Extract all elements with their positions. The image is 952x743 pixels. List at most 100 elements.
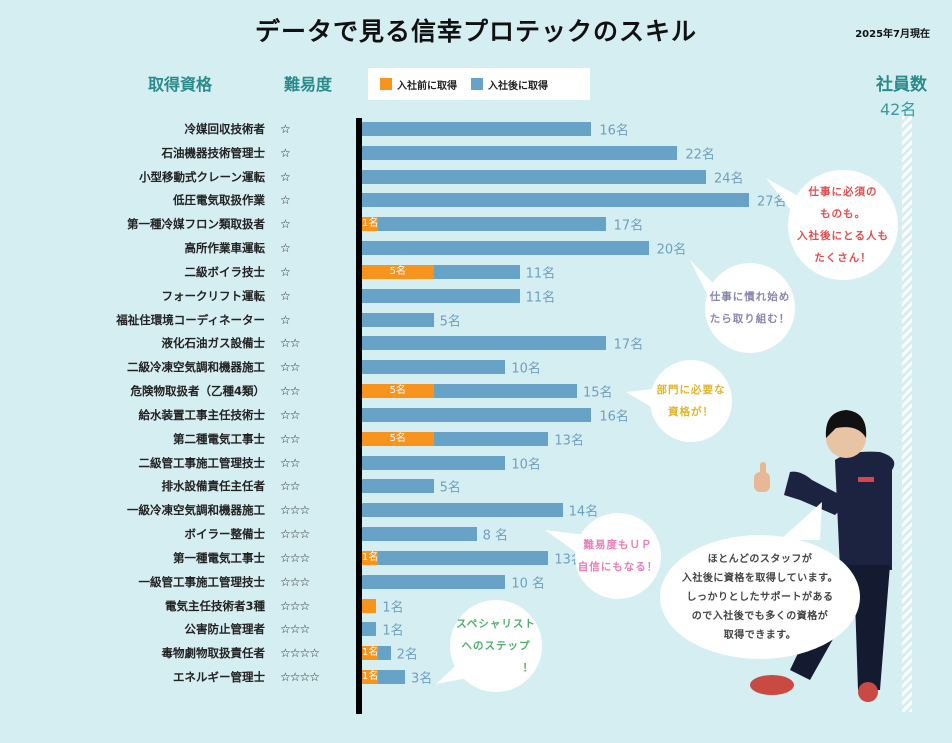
- chart-axis: [356, 118, 362, 714]
- bar-before: 1名: [362, 670, 379, 684]
- qualification-name: 冷媒回収技術者: [184, 122, 266, 136]
- bubble-purple: 仕事に慣れ始め たら取り組む！: [705, 263, 795, 353]
- bubble-line: ほとんどのスタッフが: [707, 553, 813, 565]
- value-label: 5名: [439, 480, 461, 496]
- page-title: データで見る信幸プロテックのスキル: [254, 17, 697, 46]
- qualification-name: 小型移動式クレーン運転: [139, 170, 265, 184]
- value-label: 1名: [382, 623, 404, 639]
- legend-swatch-after: [471, 78, 483, 90]
- bubble-line: 部門に必要な: [656, 384, 726, 396]
- qualification-name: 第二種電気工事士: [173, 432, 265, 446]
- qualification-name: 福祉住環境コーディネーター: [116, 313, 265, 327]
- bar-before: 5名: [362, 384, 434, 398]
- qualification-name: 第一種電気工事士: [173, 551, 265, 565]
- qualification-name: 低圧電気取扱作業: [173, 193, 265, 207]
- value-label: 15名: [583, 385, 613, 401]
- bubble-line: ので入社後でも多くの資格が: [691, 610, 829, 622]
- qualification-name: 電気主任技術者3種: [164, 599, 265, 613]
- bar-after: [362, 479, 434, 493]
- value-label: 1名: [382, 600, 404, 616]
- bar-after: [362, 289, 520, 303]
- qualification-name: フォークリフト運転: [161, 289, 266, 303]
- qualification-name: 毒物劇物取扱責任者: [161, 646, 266, 660]
- difficulty-stars: ☆☆: [280, 456, 300, 470]
- bar-before: 1名: [362, 551, 379, 565]
- qualification-name: ボイラー整備士: [184, 527, 266, 541]
- bubble-green: スペシャリスト へのステップ ！: [450, 600, 542, 692]
- bubble-line: しっかりとしたサポートがある: [686, 591, 834, 603]
- staff-photo: [750, 410, 895, 702]
- bar-after: [362, 122, 592, 136]
- bar-after: [362, 193, 749, 207]
- bar-after: [362, 360, 506, 374]
- bar-after: [362, 408, 592, 422]
- bar-after: [362, 336, 606, 350]
- value-label: 14名: [568, 504, 599, 520]
- difficulty-stars: ☆☆: [280, 432, 300, 446]
- bubble-line: 難易度もＵＰ: [583, 539, 653, 551]
- difficulty-stars: ☆☆☆: [280, 503, 310, 517]
- bubble-line: たくさん！: [814, 252, 872, 264]
- bubble-line: 仕事に必須の: [808, 186, 878, 198]
- bubble-main: ほとんどのスタッフが 入社後に資格を取得しています。 しっかりとしたサポートがあるの…: [660, 535, 860, 659]
- value-label: 10名: [511, 457, 541, 473]
- qualification-name: 二級ボイラ技士: [184, 265, 266, 279]
- value-label: 3名: [411, 671, 433, 687]
- bar-after: [362, 456, 506, 470]
- bar-after: [362, 313, 434, 327]
- qualification-name: 液化石油ガス設備士: [161, 336, 266, 350]
- staff-count-label: 社員数: [876, 75, 927, 95]
- bar-after: [362, 575, 506, 589]
- value-label: 11名: [525, 266, 556, 282]
- bar-after: [362, 622, 377, 636]
- difficulty-stars: ☆☆☆: [280, 527, 310, 541]
- difficulty-stars: ☆: [280, 170, 291, 184]
- qualification-name: 高所作業車運転: [184, 241, 266, 255]
- bar-after: [362, 170, 706, 184]
- as-of-date: 2025年7月現在: [855, 29, 930, 40]
- qualification-name: 一級冷凍空気調和機器施工: [127, 503, 265, 517]
- bubble-line: ！: [522, 662, 534, 674]
- difficulty-stars: ☆☆: [280, 336, 300, 350]
- difficulty-stars: ☆☆: [280, 384, 300, 398]
- difficulty-stars: ☆☆☆☆: [280, 646, 320, 660]
- bar-after: [362, 503, 563, 517]
- legend-label-before: 入社前に取得: [397, 80, 457, 92]
- qualification-name: 二級冷凍空気調和機器施工: [127, 360, 265, 374]
- bubble-line: 入社後にとる人も: [797, 230, 889, 242]
- bubble-line: 取得できます。: [723, 629, 797, 641]
- staff-total-stripe: [902, 116, 912, 712]
- value-label: 24名: [714, 171, 744, 187]
- legend-label-after: 入社後に取得: [488, 80, 548, 92]
- qualification-name: 給水装置工事主任技術士: [138, 408, 266, 422]
- bar-before: [362, 599, 377, 613]
- difficulty-stars: ☆☆☆: [280, 551, 310, 565]
- difficulty-stars: ☆: [280, 289, 291, 303]
- bubble-line: 自信にもなる！: [577, 561, 659, 573]
- difficulty-stars: ☆: [280, 265, 291, 279]
- bar-after: [362, 146, 678, 160]
- value-label: 8 名: [482, 528, 509, 544]
- legend: 入社前に取得 入社後に取得: [368, 68, 590, 100]
- bubble-red: 仕事に必須の ものも。 入社後にとる人も たくさん！: [788, 170, 898, 280]
- qualification-name: 石油機器技術管理士: [161, 146, 266, 160]
- bubble-line: 資格が！: [668, 406, 714, 418]
- difficulty-stars: ☆: [280, 122, 291, 136]
- legend-before: 入社前に取得: [380, 77, 457, 92]
- value-label: 17名: [613, 218, 644, 234]
- difficulty-stars: ☆☆: [280, 360, 300, 374]
- qualification-name: 二級管工事施工管理技士: [138, 456, 266, 470]
- difficulty-stars: ☆☆: [280, 479, 300, 493]
- difficulty-stars: ☆: [280, 146, 291, 160]
- bubble-line: へのステップ: [461, 640, 531, 652]
- difficulty-stars: ☆: [280, 193, 291, 207]
- bubble-line: スペシャリスト: [456, 618, 536, 630]
- legend-after: 入社後に取得: [471, 77, 548, 92]
- qualification-name: エネルギー管理士: [173, 670, 265, 684]
- staff-count-value: 42名: [880, 100, 917, 119]
- value-label: 11名: [525, 290, 556, 306]
- value-label: 2名: [396, 647, 418, 663]
- difficulty-stars: ☆: [280, 241, 291, 255]
- difficulty-stars: ☆☆☆☆: [280, 670, 320, 684]
- difficulty-stars: ☆: [280, 313, 291, 327]
